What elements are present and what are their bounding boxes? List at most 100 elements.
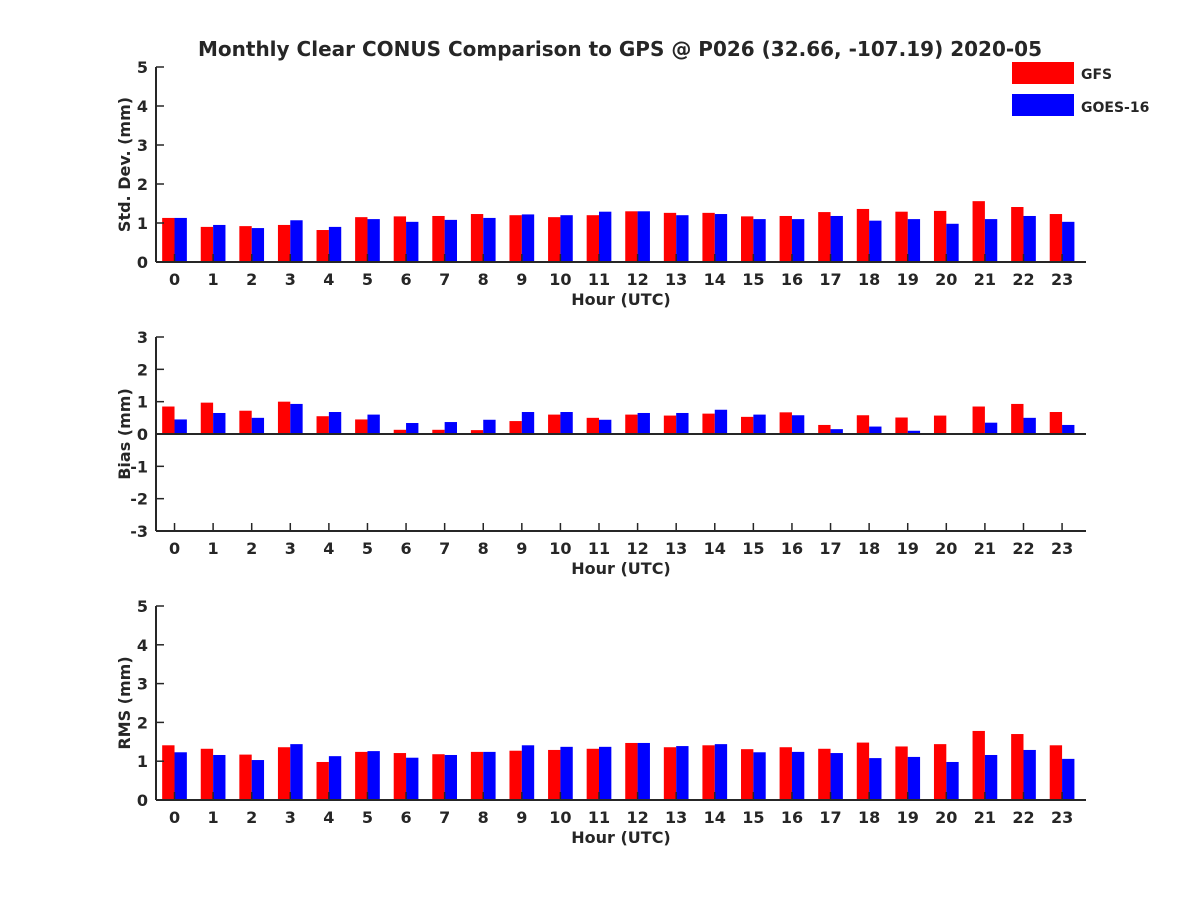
std-dev-y-axis-label: Std. Dev. (mm) xyxy=(115,97,134,232)
bias-ytick-label: -2 xyxy=(130,490,148,509)
bias-bar-goes16-18 xyxy=(869,426,882,434)
std-dev-xtick-label: 5 xyxy=(362,270,373,289)
bias-bar-gfs-17 xyxy=(818,424,831,434)
rms-bar-goes16-20 xyxy=(946,761,959,800)
bias-ytick-label: 0 xyxy=(137,425,148,444)
bias-xtick-label: 2 xyxy=(246,539,257,558)
rms-bar-gfs-5 xyxy=(355,751,368,800)
rms-xtick-label: 16 xyxy=(781,808,803,827)
std-dev-ytick-label: 3 xyxy=(137,136,148,155)
std-dev-bar-gfs-0 xyxy=(162,217,175,262)
bias-bar-goes16-11 xyxy=(599,419,612,434)
std-dev-xtick-label: 10 xyxy=(549,270,571,289)
std-dev-bar-goes16-22 xyxy=(1023,215,1036,262)
rms-bar-goes16-18 xyxy=(869,758,882,800)
std-dev-bar-goes16-8 xyxy=(483,217,496,262)
bias-bar-goes16-9 xyxy=(521,412,535,434)
bias-xtick-label: 5 xyxy=(362,539,373,558)
bias-xtick-label: 6 xyxy=(400,539,411,558)
rms-bar-goes16-15 xyxy=(753,752,766,800)
std-dev-bar-gfs-3 xyxy=(277,224,291,262)
std-dev-bar-gfs-23 xyxy=(1049,214,1063,262)
rms-bar-gfs-2 xyxy=(239,754,252,800)
bias-bar-goes16-23 xyxy=(1062,424,1075,434)
std-dev-bar-gfs-18 xyxy=(856,208,870,262)
std-dev-xtick-label: 17 xyxy=(819,270,841,289)
std-dev-bar-goes16-13 xyxy=(676,215,689,262)
bias-bar-goes16-6 xyxy=(406,423,419,434)
rms-xtick-label: 1 xyxy=(208,808,219,827)
std-dev-bar-gfs-6 xyxy=(393,216,407,262)
bias-xtick-label: 3 xyxy=(285,539,296,558)
bias-bar-goes16-10 xyxy=(560,412,573,434)
bias-xtick-label: 21 xyxy=(974,539,996,558)
std-dev-bar-goes16-2 xyxy=(251,228,265,262)
rms-bar-gfs-3 xyxy=(277,747,291,800)
rms-xtick-label: 10 xyxy=(549,808,571,827)
std-dev-bar-goes16-19 xyxy=(907,219,921,262)
bias-xtick-label: 13 xyxy=(665,539,687,558)
bias-bar-goes16-7 xyxy=(444,422,457,434)
bias-ytick-label: 1 xyxy=(137,393,148,412)
std-dev-xtick-label: 15 xyxy=(742,270,764,289)
std-dev-xtick-label: 1 xyxy=(208,270,219,289)
std-dev-xtick-label: 8 xyxy=(478,270,489,289)
rms-xtick-label: 19 xyxy=(897,808,919,827)
bias-bar-gfs-3 xyxy=(277,401,291,434)
bias-bar-goes16-19 xyxy=(907,430,921,434)
rms-xtick-label: 4 xyxy=(323,808,334,827)
rms-bar-goes16-9 xyxy=(521,745,535,800)
bias-bar-gfs-12 xyxy=(625,414,638,434)
rms-bar-gfs-20 xyxy=(933,744,947,800)
rms-bar-gfs-8 xyxy=(470,751,484,800)
std-dev-bar-gfs-13 xyxy=(663,212,677,262)
std-dev-bar-gfs-12 xyxy=(625,211,638,262)
std-dev-bar-gfs-19 xyxy=(895,211,908,262)
std-dev-bar-goes16-18 xyxy=(869,220,882,262)
bias-bar-goes16-4 xyxy=(328,412,342,434)
rms-bar-goes16-3 xyxy=(290,744,303,800)
rms-xtick-label: 12 xyxy=(626,808,648,827)
bias-bar-goes16-16 xyxy=(791,415,805,434)
rms-bar-gfs-11 xyxy=(586,748,600,800)
std-dev-bar-goes16-21 xyxy=(984,219,998,262)
rms-bar-gfs-10 xyxy=(548,749,561,800)
rms-bar-goes16-6 xyxy=(406,757,419,800)
bias-xtick-label: 19 xyxy=(897,539,919,558)
rms-bar-goes16-4 xyxy=(328,756,342,800)
bias-bar-gfs-16 xyxy=(779,412,792,434)
rms-xtick-label: 13 xyxy=(665,808,687,827)
rms-bar-gfs-23 xyxy=(1049,745,1063,800)
std-dev-xtick-label: 4 xyxy=(323,270,334,289)
std-dev-xtick-label: 6 xyxy=(400,270,411,289)
std-dev-xtick-label: 3 xyxy=(285,270,296,289)
rms-bar-gfs-0 xyxy=(162,745,175,800)
rms-x-axis-label: Hour (UTC) xyxy=(571,828,671,847)
bias-xtick-label: 11 xyxy=(588,539,610,558)
rms-xtick-label: 21 xyxy=(974,808,996,827)
std-dev-bar-goes16-12 xyxy=(637,211,650,262)
std-dev-xtick-label: 12 xyxy=(626,270,648,289)
bias-bar-gfs-19 xyxy=(895,417,908,434)
rms-bar-goes16-16 xyxy=(791,751,805,800)
rms-ytick-label: 2 xyxy=(137,713,148,732)
std-dev-bar-goes16-1 xyxy=(213,224,226,262)
rms-bar-gfs-13 xyxy=(663,747,677,800)
std-dev-ytick-label: 1 xyxy=(137,214,148,233)
rms-xtick-label: 2 xyxy=(246,808,257,827)
std-dev-xtick-label: 19 xyxy=(897,270,919,289)
rms-bar-goes16-23 xyxy=(1062,758,1075,800)
bias-bar-gfs-7 xyxy=(432,429,445,434)
std-dev-bar-goes16-14 xyxy=(714,214,728,262)
chart-title: Monthly Clear CONUS Comparison to GPS @ … xyxy=(198,37,1042,61)
rms-xtick-label: 22 xyxy=(1012,808,1034,827)
rms-bar-goes16-10 xyxy=(560,746,573,800)
rms-bar-goes16-12 xyxy=(637,742,650,800)
rms-bar-gfs-6 xyxy=(393,753,407,800)
bias-bar-goes16-5 xyxy=(367,414,380,434)
std-dev-xtick-label: 18 xyxy=(858,270,880,289)
rms-bar-goes16-8 xyxy=(483,751,496,800)
std-dev-bar-goes16-0 xyxy=(174,217,187,262)
